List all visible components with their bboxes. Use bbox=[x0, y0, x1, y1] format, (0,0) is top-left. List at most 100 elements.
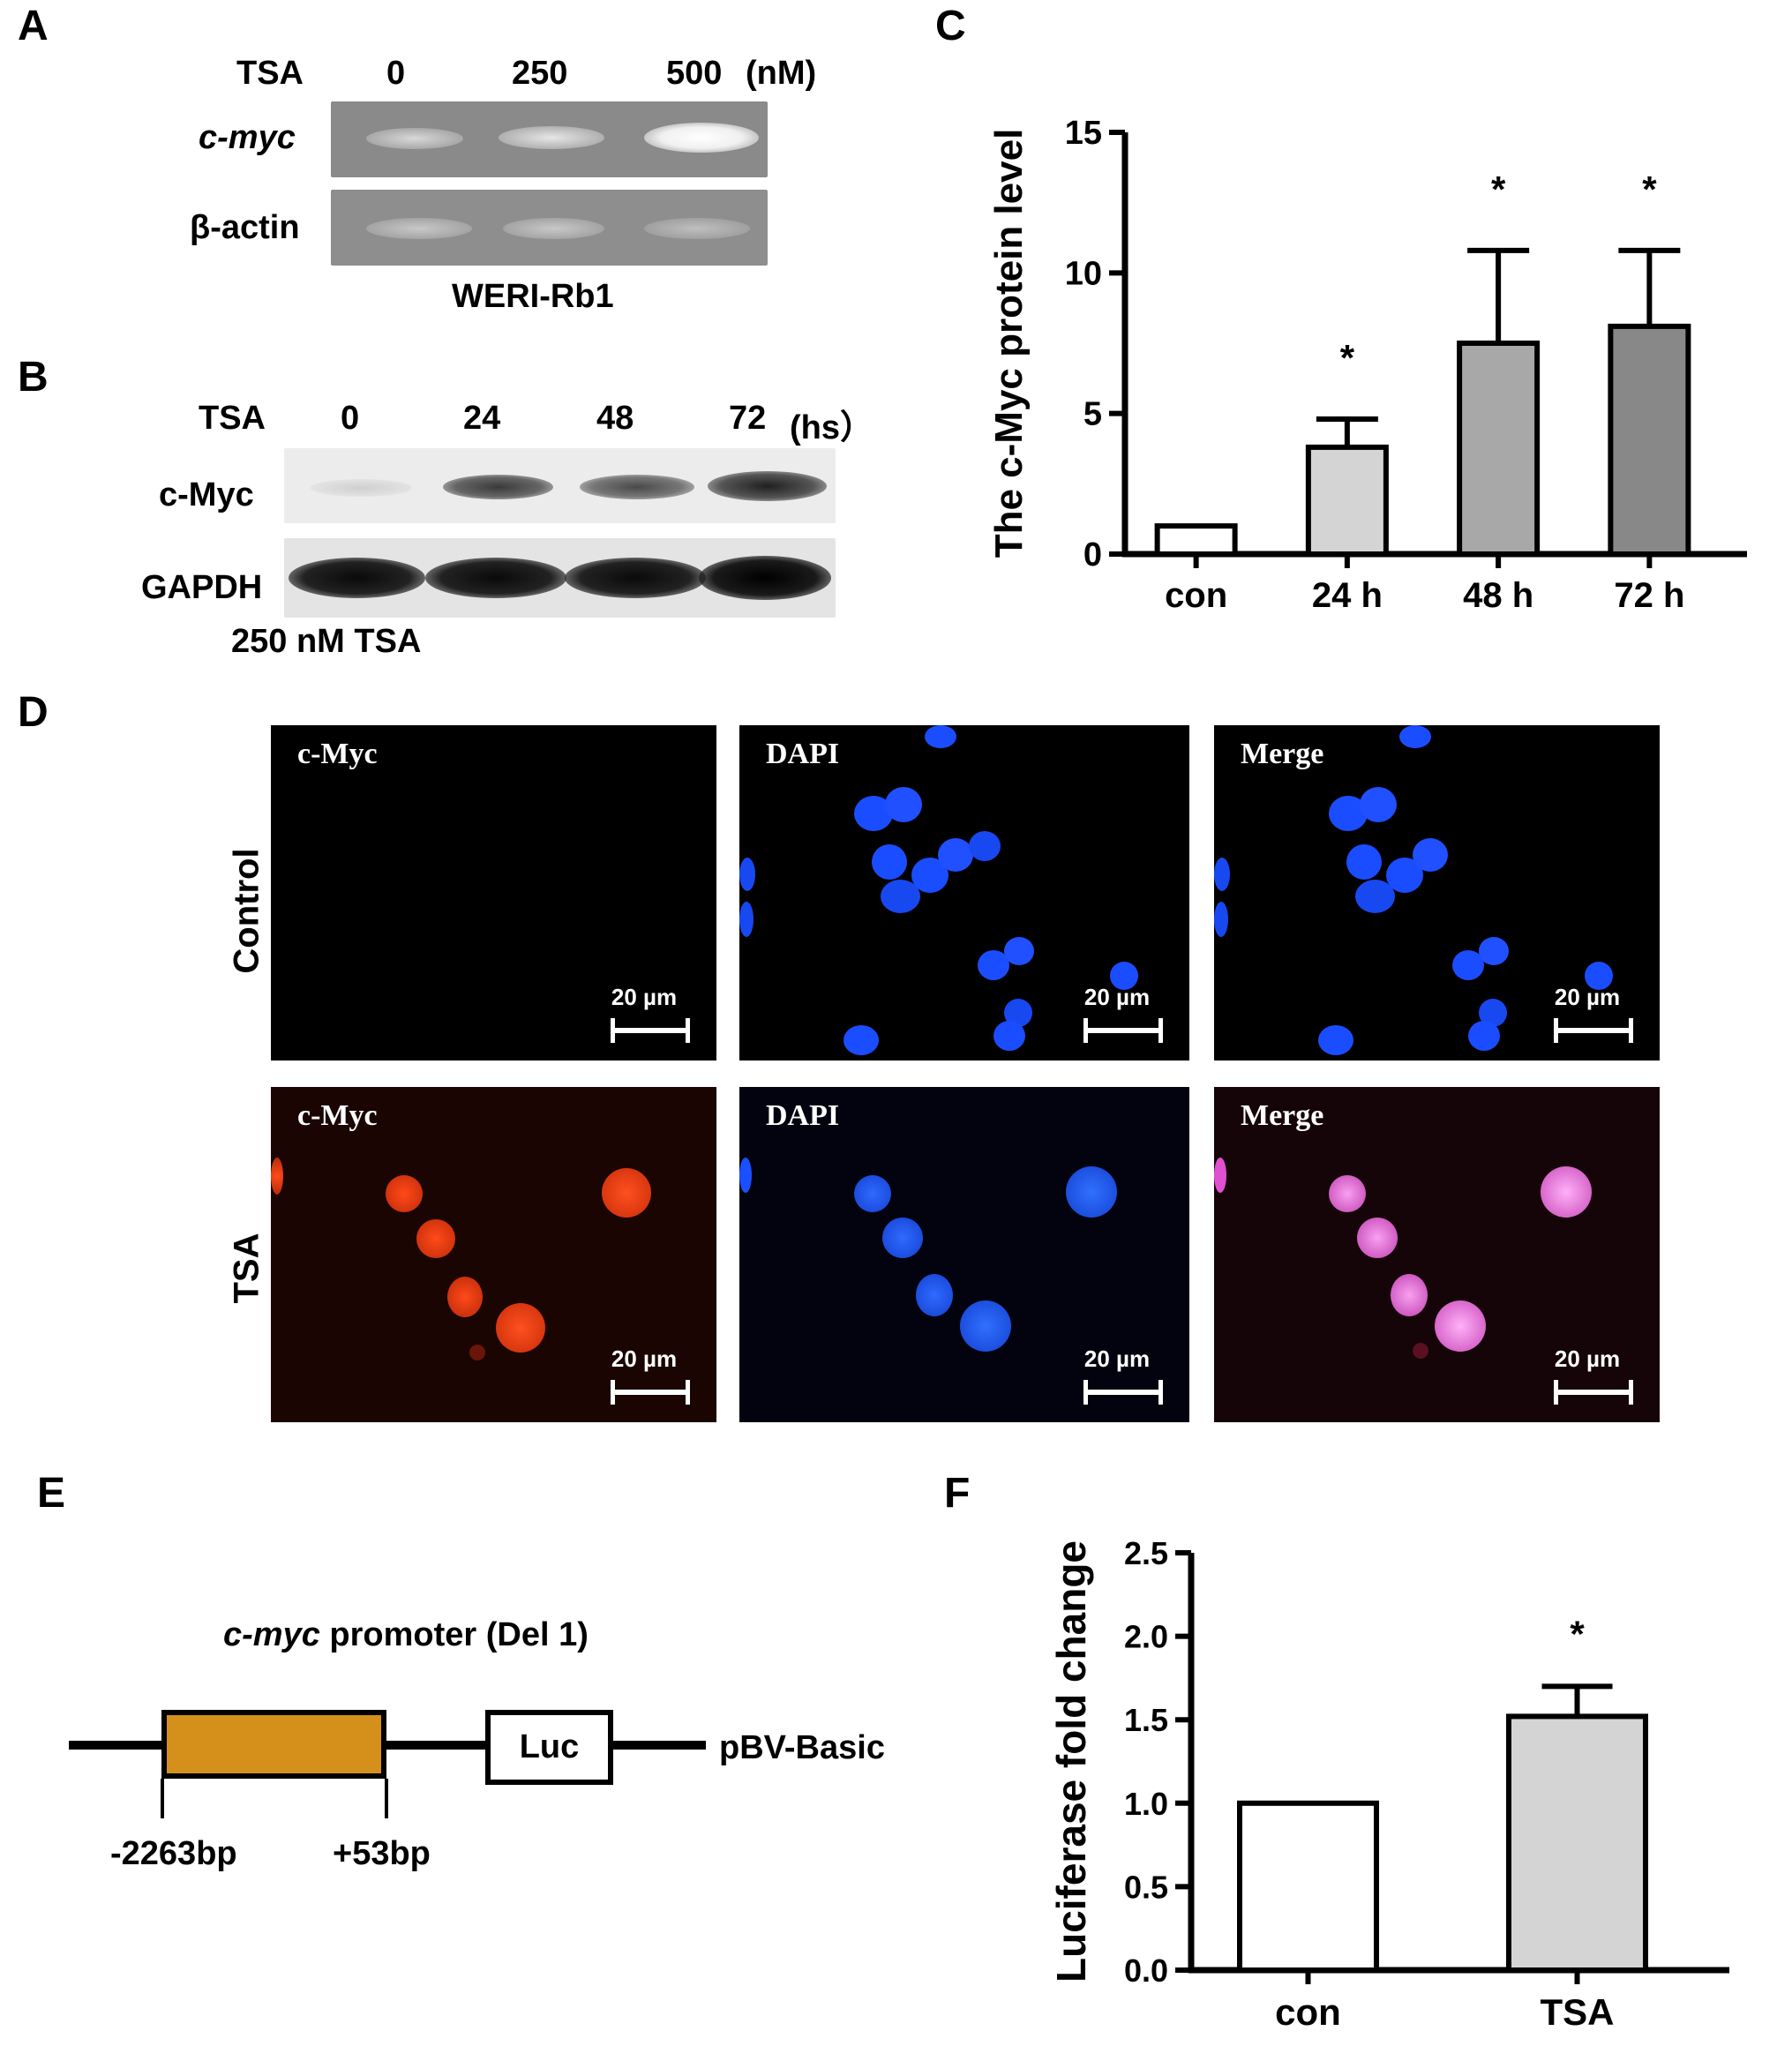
nucleus bbox=[739, 902, 754, 937]
y-tick-label: 0.5 bbox=[1124, 1869, 1168, 1905]
bar-72h bbox=[1608, 323, 1691, 557]
y-tick-label: 15 bbox=[1065, 115, 1102, 152]
scale-bar-label: 20 µm bbox=[1554, 984, 1621, 1010]
chart-f: 0.0 0.5 1.0 1.5 2.0 2.5 Luciferase fold change… bbox=[1048, 1535, 1729, 2033]
panel-b-blot-cmyc bbox=[284, 448, 836, 523]
nucleus bbox=[969, 831, 1001, 861]
nucleus bbox=[386, 1175, 423, 1212]
y-tick-label: 1.5 bbox=[1124, 1702, 1168, 1738]
nucleus bbox=[872, 844, 907, 880]
x-tick-label: con bbox=[1165, 576, 1227, 615]
x-tick-label: 48 h bbox=[1463, 576, 1533, 615]
scale-bar bbox=[1554, 1380, 1633, 1405]
panel-b-condition: 250 nM TSA bbox=[231, 623, 422, 660]
blot-band bbox=[565, 558, 706, 598]
gel-band bbox=[644, 123, 759, 153]
nucleus bbox=[1346, 844, 1382, 880]
y-tick-label: 10 bbox=[1065, 255, 1102, 292]
panel-b-time-24: 24 bbox=[463, 400, 501, 437]
micro-tsa-cmyc: c-Myc 20 µm bbox=[271, 1087, 716, 1422]
scale-bar-label: 20 µm bbox=[1554, 1345, 1621, 1372]
nucleus bbox=[1355, 880, 1395, 913]
nucleus bbox=[1413, 838, 1448, 872]
nucleus bbox=[1004, 937, 1034, 965]
panel-d-label: D bbox=[18, 689, 49, 736]
nucleus bbox=[1585, 962, 1613, 990]
significance-star: * bbox=[1491, 169, 1506, 210]
panel-a-gel-cmyc bbox=[331, 101, 768, 177]
panel-a-dose-0: 0 bbox=[386, 55, 406, 92]
channel-label: c-Myc bbox=[297, 1099, 378, 1132]
nucleus bbox=[882, 1218, 923, 1258]
panel-a-treatment-label: TSA bbox=[236, 55, 304, 92]
panel-a-row-actin: β-actin bbox=[190, 209, 300, 246]
blot-band bbox=[699, 556, 831, 600]
y-axis-label: The c-Myc protein level bbox=[987, 129, 1031, 558]
gel-band bbox=[366, 128, 463, 149]
scale-bar bbox=[611, 1018, 690, 1043]
nucleus bbox=[1214, 858, 1230, 891]
panel-a-unit: (nM) bbox=[746, 55, 817, 92]
luc-label: Luc bbox=[519, 1728, 580, 1765]
channel-label: DAPI bbox=[766, 738, 840, 770]
micro-control-merge: Merge 20 µm bbox=[1214, 725, 1660, 1060]
panel-a-label: A bbox=[18, 3, 49, 49]
row-label-control: Control bbox=[227, 848, 266, 974]
channel-label: c-Myc bbox=[297, 738, 378, 770]
row-label-tsa: TSA bbox=[227, 1233, 266, 1304]
nucleus bbox=[854, 1175, 891, 1212]
promoter-box bbox=[161, 1710, 386, 1779]
panel-b-time-0: 0 bbox=[341, 400, 360, 437]
panel-b-row-cmyc: c-Myc bbox=[159, 476, 254, 513]
vector-label: pBV-Basic bbox=[719, 1729, 885, 1766]
nucleus bbox=[938, 838, 973, 872]
panel-b-unit: (hs） bbox=[790, 409, 874, 446]
nucleus bbox=[447, 1277, 483, 1317]
y-tick-label: 2.0 bbox=[1124, 1619, 1168, 1655]
channel-label: Merge bbox=[1241, 1099, 1324, 1132]
x-tick-label: TSA bbox=[1541, 1991, 1615, 2033]
start-position-label: -2263bp bbox=[110, 1835, 237, 1872]
nucleus bbox=[844, 1025, 879, 1055]
nucleus bbox=[925, 725, 956, 748]
scale-bar-label: 20 µm bbox=[1083, 984, 1151, 1010]
blot-band bbox=[311, 479, 412, 497]
y-tick-label: 1.0 bbox=[1124, 1786, 1168, 1822]
panel-f-label: F bbox=[944, 1470, 971, 1517]
significance-star: * bbox=[1340, 337, 1355, 378]
panel-e-label: E bbox=[37, 1470, 66, 1517]
promoter-title-rest: promoter (Del 1) bbox=[319, 1616, 589, 1653]
nucleus bbox=[1541, 1166, 1592, 1218]
micro-tsa-merge: Merge 20 µm bbox=[1214, 1087, 1660, 1422]
x-tick-label: 72 h bbox=[1614, 576, 1684, 615]
channel-label: DAPI bbox=[766, 1099, 840, 1132]
panel-b-time-72: 72 bbox=[729, 400, 767, 437]
nucleus bbox=[885, 787, 922, 822]
blot-band bbox=[708, 471, 827, 501]
nucleus bbox=[416, 1219, 455, 1258]
nucleus bbox=[1360, 787, 1397, 822]
blot-band bbox=[289, 558, 425, 598]
panel-b-row-gapdh: GAPDH bbox=[141, 569, 263, 606]
promoter-title: c-myc promoter (Del 1) bbox=[223, 1616, 589, 1654]
scale-bar bbox=[611, 1380, 690, 1405]
nucleus bbox=[1479, 937, 1509, 965]
panel-b-time-48: 48 bbox=[596, 400, 634, 437]
y-axis-label: Luciferase fold change bbox=[1048, 1540, 1094, 1982]
y-tick-label: 5 bbox=[1083, 396, 1102, 433]
gel-band bbox=[366, 218, 472, 239]
panel-a-dose-500: 500 bbox=[666, 55, 723, 92]
nucleus bbox=[1066, 1166, 1117, 1218]
construct-backbone bbox=[69, 1741, 706, 1750]
significance-star: * bbox=[1570, 1613, 1585, 1654]
panel-b-label: B bbox=[18, 354, 49, 401]
y-tick-label: 0 bbox=[1083, 536, 1102, 573]
panel-a-cell-line: WERI-Rb1 bbox=[452, 278, 614, 315]
bar-con bbox=[1237, 1800, 1379, 1973]
significance-star: * bbox=[1642, 169, 1657, 210]
gel-band bbox=[503, 218, 604, 239]
panel-b-treatment-label: TSA bbox=[199, 400, 266, 437]
panel-b-blot-gapdh bbox=[284, 538, 836, 618]
scale-bar-label: 20 µm bbox=[1083, 1345, 1151, 1372]
nucleus bbox=[739, 1158, 752, 1193]
